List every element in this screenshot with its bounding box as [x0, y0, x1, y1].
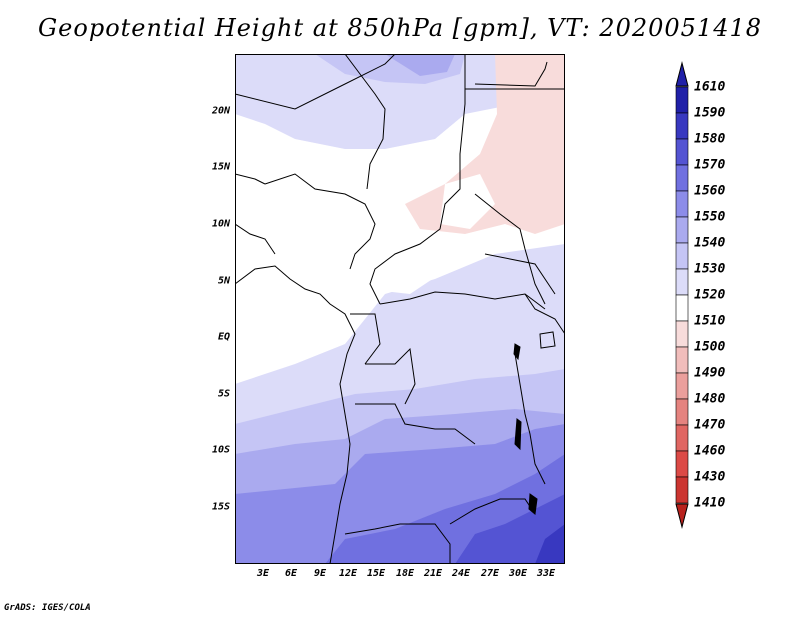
colorbar-segment: [675, 86, 689, 114]
field-ghana-1510: [365, 264, 440, 294]
credit-text: GrADS: IGES/COLA: [4, 603, 91, 613]
colorbar-label: 1480: [694, 391, 726, 407]
border-northeast: [474, 61, 548, 87]
map-frame-border: [235, 54, 565, 564]
colorbar-label: 1520: [694, 287, 726, 303]
border-angola-namibia: [344, 523, 451, 564]
colorbar-bottom-arrow: [675, 503, 689, 529]
country-borders: [235, 54, 565, 564]
colorbar-label: 1510: [694, 313, 726, 329]
border-chad: [369, 54, 466, 305]
lat-tick-label: 5S: [217, 388, 230, 400]
colorbar-label: 1610: [694, 79, 726, 95]
lon-tick-label: 33E: [536, 568, 556, 579]
border-niger-west: [235, 173, 266, 185]
colorbar-segment: [675, 320, 689, 348]
colorbar-label: 1540: [694, 235, 726, 251]
atlantic-coastline: [235, 265, 356, 564]
lake-tanganyika: [514, 418, 522, 451]
colorbar-segment: [675, 138, 689, 166]
lat-tick-label: 15S: [211, 501, 230, 513]
lat-tick-label: 10S: [211, 444, 230, 456]
field-south-1570-1580: [455, 494, 565, 564]
colorbar-segment: [675, 112, 689, 140]
field-chad-gap: [440, 174, 495, 229]
field-south-1580-1590: [535, 524, 565, 564]
lon-tick-label: 12E: [338, 568, 358, 579]
colorbar-label: 1570: [694, 157, 726, 173]
colorbar-label: 1560: [694, 183, 726, 199]
lake-albert: [513, 343, 521, 361]
border-lakes-east: [514, 353, 546, 485]
border-south-sudan: [484, 253, 556, 295]
border-algeria-north: [235, 54, 396, 110]
lon-tick-label: 15E: [366, 568, 386, 579]
colorbar-segment: [675, 424, 689, 452]
colorbar-segment: [675, 242, 689, 270]
colorbar-segment: [675, 450, 689, 478]
lon-tick-label: 3E: [256, 568, 270, 579]
colorbar-segment: [675, 398, 689, 426]
colorbar-label: 1460: [694, 443, 726, 459]
lakes: [513, 331, 556, 515]
lat-tick-label: 5N: [217, 275, 230, 287]
colorbar-segment: [675, 476, 689, 504]
colorbar-segment: [675, 372, 689, 400]
border-uganda: [524, 293, 565, 335]
colorbar-label: 1590: [694, 105, 726, 121]
field-north-1540-1550: [385, 54, 455, 76]
lon-tick-label: 9E: [313, 568, 327, 579]
lake-malawi: [528, 493, 538, 515]
colorbar-label: 1470: [694, 417, 726, 433]
field-north-1520-1530: [235, 54, 565, 149]
map-panel: [235, 54, 565, 564]
map-plot: [235, 54, 565, 564]
colorbar-label: 1410: [694, 495, 726, 511]
colorbar-segment: [675, 294, 689, 322]
colorbar: [675, 61, 689, 529]
border-nigeria: [264, 173, 376, 270]
border-gabon: [350, 313, 381, 365]
colorbar-segment: [675, 216, 689, 244]
lon-tick-label: 27E: [480, 568, 500, 579]
lat-tick-label: 20N: [211, 105, 230, 117]
border-congo: [365, 347, 416, 405]
colorbar-segment: [675, 164, 689, 192]
map-title: Geopotential Height at 850hPa [gpm], VT:…: [38, 14, 762, 42]
lon-tick-label: 21E: [423, 568, 443, 579]
lon-tick-label: 6E: [284, 568, 298, 579]
colorbar-label: 1500: [694, 339, 726, 355]
colorbar-label: 1550: [694, 209, 726, 225]
colorbar-label: 1490: [694, 365, 726, 381]
lat-tick-label: EQ: [217, 331, 230, 343]
colorbar-segment: [675, 268, 689, 296]
colorbar-segment: [675, 346, 689, 374]
lake-victoria: [539, 331, 556, 349]
border-angola-drc: [355, 403, 476, 445]
lon-tick-label: 18E: [395, 568, 415, 579]
colorbar-label: 1530: [694, 261, 726, 277]
lat-tick-label: 15N: [211, 161, 230, 173]
colorbar-segment: [675, 190, 689, 218]
lon-tick-label: 24E: [451, 568, 471, 579]
border-sudan-south: [474, 193, 546, 305]
lat-tick-label: 10N: [211, 218, 230, 230]
colorbar-top-arrow: [675, 61, 689, 87]
colorbar-label: 1580: [694, 131, 726, 147]
border-zambia: [449, 498, 536, 525]
colorbar-label: 1430: [694, 469, 726, 485]
border-benin: [235, 223, 276, 255]
lon-tick-label: 30E: [508, 568, 528, 579]
border-niger-east: [344, 54, 386, 190]
